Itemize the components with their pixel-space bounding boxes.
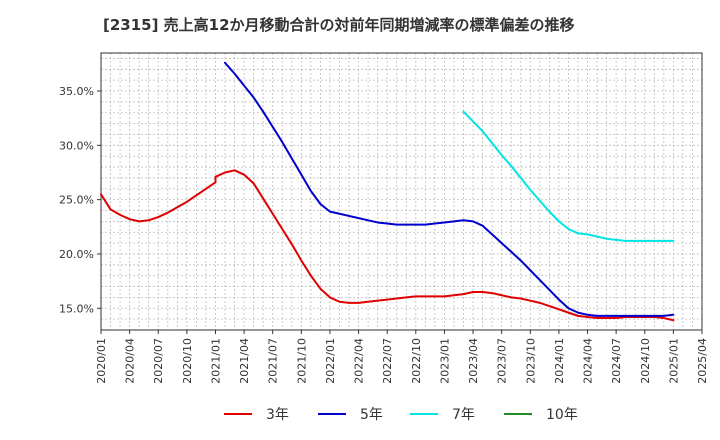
x-tick-label: 2024/07 xyxy=(610,338,623,384)
x-tick-label: 2023/04 xyxy=(467,338,480,384)
series-line-1 xyxy=(100,169,675,322)
x-tick-label: 2021/10 xyxy=(295,338,308,384)
legend-label-3: 7年 xyxy=(452,407,475,423)
x-tick-label: 2020/04 xyxy=(124,338,137,384)
x-tick-label: 2021/07 xyxy=(267,338,280,384)
plot-background xyxy=(101,53,702,330)
x-tick-label: 2023/07 xyxy=(496,338,509,384)
x-tick-label: 2020/01 xyxy=(95,338,108,384)
x-tick-label: 2022/10 xyxy=(410,338,423,384)
y-tick-label: 20.0% xyxy=(59,248,94,261)
plot-frame xyxy=(100,52,703,331)
x-tick-label: 2023/10 xyxy=(524,338,537,384)
y-tick-label: 30.0% xyxy=(59,139,94,152)
y-tick-label: 35.0% xyxy=(59,85,94,98)
x-tick-label: 2020/07 xyxy=(152,338,165,384)
x-tick-label: 2022/04 xyxy=(353,338,366,384)
x-tick-label: 2023/01 xyxy=(438,338,451,384)
x-tick-label: 2022/07 xyxy=(381,338,394,384)
x-tick-label: 2024/10 xyxy=(639,338,652,384)
y-tick-label: 25.0% xyxy=(59,194,94,207)
x-tick-label: 2024/01 xyxy=(553,338,566,384)
x-tick-label: 2022/01 xyxy=(324,338,337,384)
x-tick-label: 2021/04 xyxy=(238,338,251,384)
legend-label-2: 5年 xyxy=(360,407,383,423)
y-tick-label: 15.0% xyxy=(59,302,94,315)
x-tick-label: 2021/01 xyxy=(209,338,222,384)
x-tick-label: 2020/10 xyxy=(181,338,194,384)
legend-label-4: 10年 xyxy=(546,407,578,423)
x-tick-label: 2025/04 xyxy=(696,338,709,384)
x-tick-label: 2024/04 xyxy=(582,338,595,384)
x-tick-label: 2025/01 xyxy=(667,338,680,384)
series-line-3 xyxy=(462,110,675,242)
chart-title: [2315] 売上高12か月移動合計の対前年同期増減率の標準偏差の推移 xyxy=(103,16,575,34)
legend-label-1: 3年 xyxy=(266,407,289,423)
series-line-2 xyxy=(224,61,675,317)
